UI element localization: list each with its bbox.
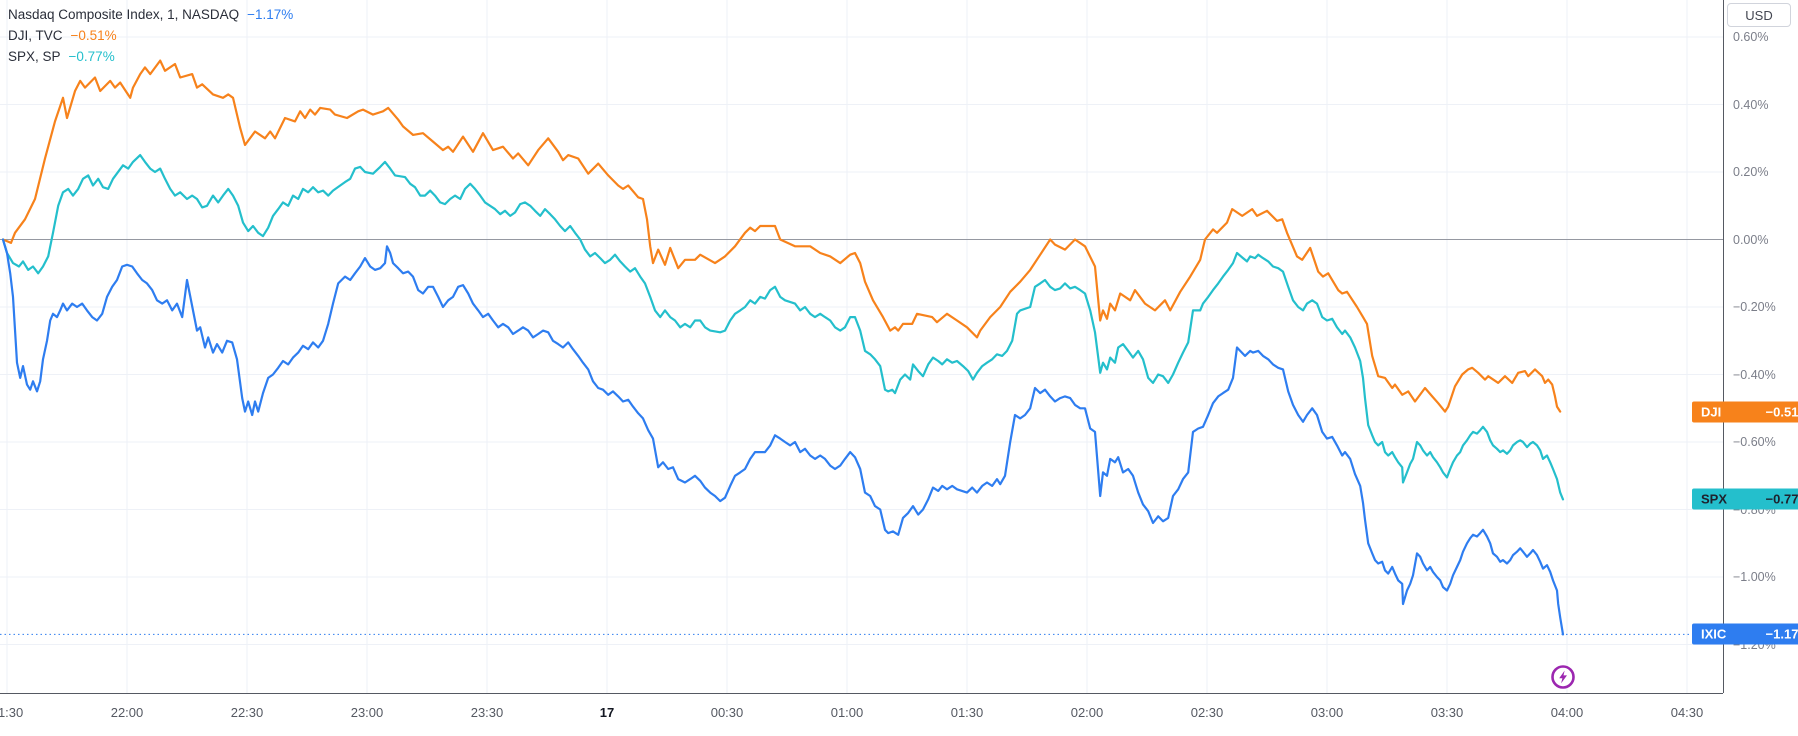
price-axis-label: 0.20% bbox=[1733, 165, 1769, 179]
price-tag-value: −1.17% bbox=[1765, 626, 1798, 642]
price-axis-label: −0.40% bbox=[1733, 367, 1776, 382]
price-tag-symbol: SPX bbox=[1701, 491, 1728, 507]
legend-symbol-dji: DJI, TVC bbox=[8, 28, 63, 43]
price-tag-symbol: IXIC bbox=[1701, 626, 1727, 642]
series-line-ixic[interactable] bbox=[1, 238, 1565, 636]
legend: Nasdaq Composite Index, 1, NASDAQ −1.17%… bbox=[8, 4, 293, 67]
price-axis-label: 0.60% bbox=[1733, 30, 1769, 44]
price-axis[interactable]: 0.60% 0.40% 0.20% 0.00% −0.20% −0.40% −0.60% −0… bbox=[1692, 0, 1798, 693]
time-axis-label: 22:00 bbox=[110, 705, 144, 720]
time-axis-label: 01:00 bbox=[830, 705, 864, 720]
legend-symbol-spx: SPX, SP bbox=[8, 49, 61, 64]
price-tag-value: −0.77% bbox=[1765, 491, 1798, 507]
price-axis-label: 0.00% bbox=[1733, 232, 1769, 247]
price-axis-label: −1.00% bbox=[1733, 570, 1776, 584]
time-axis-label: 03:30 bbox=[1430, 705, 1464, 720]
series-line-dji[interactable] bbox=[1, 59, 1562, 413]
price-tag-ixic: IXIC −1.17% bbox=[1692, 623, 1798, 645]
time-axis-label: 23:00 bbox=[350, 705, 384, 720]
time-axis-label-date: 17 bbox=[599, 705, 615, 720]
time-axis[interactable]: 21:30 22:00 22:30 23:00 23:30 17 00:30 01:00 01:… bbox=[0, 693, 1723, 736]
price-tag-spx: SPX −0.77% bbox=[1692, 488, 1798, 510]
series-line-spx[interactable] bbox=[1, 154, 1565, 501]
time-axis-label: 01:30 bbox=[950, 705, 984, 720]
legend-change-dji: −0.51% bbox=[70, 28, 117, 43]
currency-button[interactable]: USD bbox=[1727, 3, 1791, 27]
legend-row-spx[interactable]: SPX, SP −0.77% bbox=[8, 46, 293, 67]
price-tag-value: −0.51% bbox=[1765, 404, 1798, 420]
time-axis-label: 03:00 bbox=[1310, 705, 1344, 720]
time-axis-label: 04:30 bbox=[1670, 705, 1704, 720]
time-axis-label: 23:30 bbox=[470, 705, 504, 720]
price-axis-label: −0.20% bbox=[1733, 300, 1776, 314]
time-axis-label: 22:30 bbox=[230, 705, 264, 720]
lightning-icon[interactable] bbox=[1549, 663, 1577, 691]
price-axis-label: 0.40% bbox=[1733, 97, 1769, 112]
time-axis-label: 02:00 bbox=[1070, 705, 1104, 720]
plot-area[interactable] bbox=[0, 0, 1723, 693]
price-tag-dji: DJI −0.51% bbox=[1692, 401, 1798, 423]
legend-row-nasdaq[interactable]: Nasdaq Composite Index, 1, NASDAQ −1.17% bbox=[8, 4, 293, 25]
legend-change-nasdaq: −1.17% bbox=[247, 7, 294, 22]
price-axis-label: −0.60% bbox=[1733, 435, 1776, 449]
time-axis-label: 21:30 bbox=[0, 705, 24, 720]
legend-change-spx: −0.77% bbox=[68, 49, 115, 64]
time-axis-label: 02:30 bbox=[1190, 705, 1224, 720]
legend-symbol-nasdaq: Nasdaq Composite Index, 1, NASDAQ bbox=[8, 7, 240, 22]
time-axis-label: 04:00 bbox=[1550, 705, 1584, 720]
time-axis-label: 00:30 bbox=[710, 705, 744, 720]
price-tag-symbol: DJI bbox=[1701, 404, 1722, 420]
legend-row-dji[interactable]: DJI, TVC −0.51% bbox=[8, 25, 293, 46]
